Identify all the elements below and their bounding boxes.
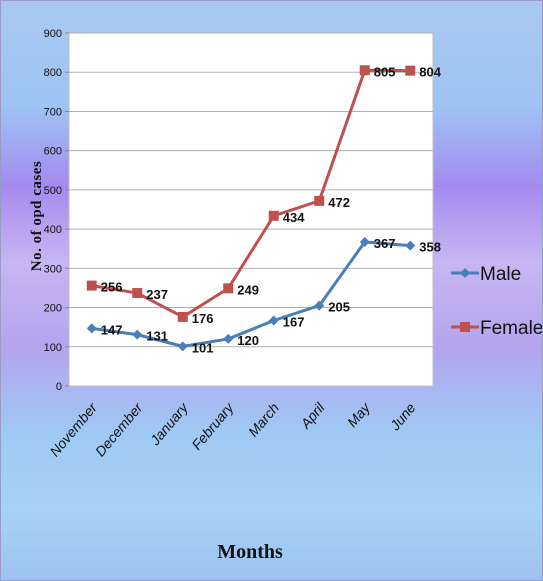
data-point-female <box>86 280 97 291</box>
data-labels: 147 131 101 120 167 205 367 358 256 237 176 249 434 4… <box>101 64 442 355</box>
data-point-female <box>223 283 234 294</box>
data-label-male: 131 <box>146 329 168 344</box>
data-point-female <box>268 210 279 221</box>
series-line-male <box>91 240 411 348</box>
data-label-male: 147 <box>101 322 123 337</box>
data-label-female: 237 <box>146 287 168 302</box>
data-point-male <box>177 341 188 352</box>
y-tick-label: 900 <box>44 28 62 40</box>
data-label-male: 120 <box>237 333 259 348</box>
x-tick-label: February <box>188 399 237 453</box>
y-tick-label: 0 <box>56 381 62 393</box>
series-line-female <box>91 68 411 319</box>
x-tick-label: March <box>245 399 282 439</box>
x-tick-label: December <box>92 399 147 460</box>
data-label-male: 358 <box>419 240 441 255</box>
data-point-female <box>132 288 143 299</box>
data-point-female <box>405 65 416 76</box>
legend-marker-male <box>460 268 470 278</box>
data-point-female <box>314 195 325 206</box>
data-label-male: 205 <box>328 300 350 315</box>
y-tick-label: 300 <box>44 263 62 275</box>
data-point-female <box>177 311 188 322</box>
data-point-female <box>359 65 370 76</box>
x-tick-label: May <box>344 399 374 430</box>
y-axis-ticks: 0 100 200 300 400 500 600 700 800 900 <box>44 28 62 393</box>
legend-marker-female <box>460 322 470 332</box>
data-point-male <box>405 240 416 251</box>
data-label-male: 167 <box>283 314 305 329</box>
y-tick-label: 500 <box>44 185 62 197</box>
data-point-male <box>359 237 370 248</box>
plot-area <box>68 32 434 387</box>
data-label-male: 101 <box>192 340 214 355</box>
y-tick-label: 700 <box>44 106 62 118</box>
data-label-female: 472 <box>328 195 350 210</box>
data-label-female: 176 <box>192 311 214 326</box>
y-axis-title: No. of opd cases <box>29 161 45 272</box>
y-tick-label: 400 <box>44 224 62 236</box>
y-tick-label: 200 <box>44 303 62 315</box>
data-point-male <box>268 315 279 326</box>
data-label-female: 434 <box>283 210 305 225</box>
data-label-female: 804 <box>419 65 441 80</box>
legend-label-male: Male <box>480 264 521 285</box>
data-label-male: 367 <box>374 236 396 251</box>
series-lines <box>86 65 416 352</box>
data-point-male <box>132 329 143 340</box>
data-point-male <box>314 300 325 311</box>
data-label-female: 805 <box>374 64 396 79</box>
x-tick-label: April <box>297 399 328 432</box>
legend: Male Female <box>451 264 543 339</box>
data-point-male <box>223 333 234 344</box>
data-label-female: 249 <box>237 282 259 297</box>
y-tick-label: 600 <box>44 146 62 158</box>
legend-label-female: Female <box>480 318 543 339</box>
x-axis-title: Months <box>217 541 283 563</box>
x-tick-label: January <box>146 399 192 449</box>
y-tick-label: 100 <box>44 342 62 354</box>
data-label-female: 256 <box>101 280 123 295</box>
data-point-male <box>86 323 97 334</box>
y-tick-label: 800 <box>44 67 62 79</box>
x-tick-label: June <box>386 399 419 433</box>
gridlines <box>65 32 433 387</box>
